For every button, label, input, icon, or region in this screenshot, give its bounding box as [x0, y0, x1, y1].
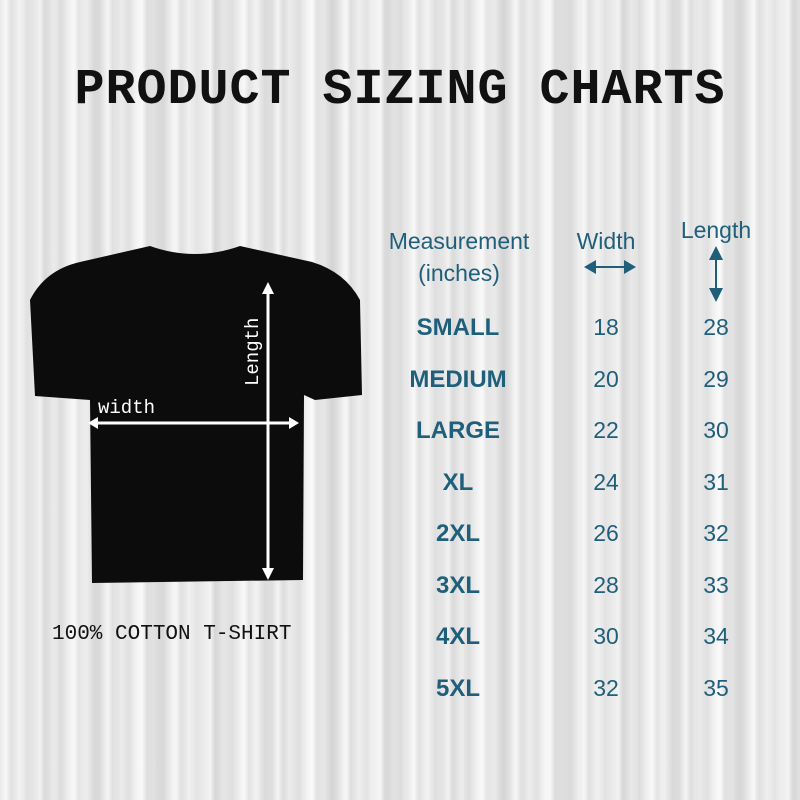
- length-cell: 35: [703, 674, 729, 701]
- length-cell: 30: [703, 417, 729, 443]
- measurement-label: Measurement: [388, 228, 530, 254]
- size-cell: 2XL: [435, 520, 480, 547]
- size-cell: 4XL: [435, 623, 480, 650]
- table-row: LARGE 22 30: [0, 417, 800, 457]
- length-cell: 31: [703, 468, 729, 495]
- size-cell: 3XL: [435, 571, 480, 599]
- width-cell: 32: [593, 674, 619, 701]
- width-cell: 24: [593, 468, 619, 495]
- width-header-arrow: [584, 260, 636, 274]
- width-cell: 26: [593, 520, 619, 546]
- length-cell: 34: [703, 623, 729, 649]
- width-arrow: [88, 417, 299, 429]
- width-header: Width: [576, 228, 636, 254]
- length-label: Length: [242, 318, 264, 386]
- length-cell: 33: [703, 571, 729, 598]
- table-row: 4XL 30 34: [0, 623, 800, 663]
- width-cell: 20: [593, 365, 619, 392]
- size-cell: XL: [442, 468, 474, 496]
- length-cell: 32: [703, 520, 729, 546]
- table-row: MEDIUM 20 29: [0, 366, 800, 406]
- table-row: SMALL 18 28: [0, 314, 800, 354]
- tshirt-shape: [30, 246, 362, 583]
- length-cell: 28: [703, 314, 729, 340]
- length-arrow: [262, 282, 274, 580]
- width-label: width: [98, 397, 155, 419]
- table-row: 2XL 26 32: [0, 520, 800, 560]
- size-cell: LARGE: [416, 417, 500, 444]
- measurement-header: Measurement (inches): [378, 226, 540, 288]
- width-cell: 22: [593, 417, 619, 443]
- unit-label: (inches): [418, 260, 500, 286]
- width-cell: 18: [593, 314, 619, 340]
- shirt-caption: 100% COTTON T-SHIRT: [52, 623, 292, 646]
- table-row: 3XL 28 33: [0, 572, 800, 612]
- width-cell: 28: [593, 571, 619, 598]
- page-title: PRODUCT SIZING CHARTS: [74, 62, 726, 119]
- width-cell: 30: [593, 623, 619, 649]
- table-row: 5XL 32 35: [0, 675, 800, 715]
- size-cell: SMALL: [416, 314, 500, 341]
- length-cell: 29: [703, 365, 729, 392]
- length-header: Length: [680, 217, 752, 243]
- table-row: XL 24 31: [0, 469, 800, 509]
- length-header-arrow: [709, 246, 723, 302]
- size-cell: 5XL: [435, 674, 480, 702]
- size-cell: MEDIUM: [409, 365, 507, 393]
